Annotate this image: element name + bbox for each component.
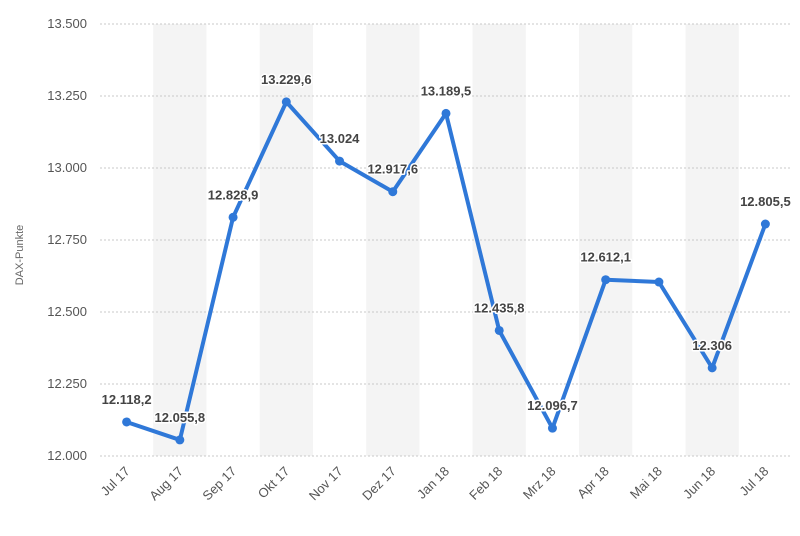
data-point[interactable] — [281, 97, 291, 107]
y-tick-label: 12.500 — [47, 304, 87, 319]
x-tick-label: Jan 18 — [414, 464, 452, 502]
data-point[interactable] — [547, 423, 557, 433]
data-points — [122, 97, 770, 445]
x-tick-label: Mai 18 — [627, 464, 665, 502]
y-axis-title: DAX-Punkte — [14, 225, 26, 286]
data-point[interactable] — [760, 219, 770, 229]
data-label: 12.612,1 — [580, 250, 631, 265]
data-label: 12.917,6 — [367, 162, 418, 177]
data-label: 12.118,2 — [102, 392, 152, 407]
data-label: 13.189,5 — [421, 83, 472, 98]
x-tick-label: Aug 17 — [146, 464, 186, 504]
x-tick-label: Jul 17 — [98, 464, 133, 499]
x-axis: Jul 17 Aug 17 Sep 17 Okt 17 Nov 17 Dez 17 Jan … — [98, 464, 772, 504]
y-axis: 12.000 12.250 12.500 12.750 13.000 13.250 13.5… — [47, 16, 87, 463]
x-tick-label: Okt 17 — [255, 464, 293, 502]
data-point[interactable] — [494, 325, 504, 335]
y-tick-label: 12.250 — [47, 376, 87, 391]
y-tick-label: 12.000 — [47, 448, 87, 463]
data-label: 12.435,8 — [474, 300, 525, 315]
x-tick-label: Jun 18 — [680, 464, 718, 502]
data-point[interactable] — [335, 156, 345, 166]
x-tick-label: Dez 17 — [359, 464, 399, 504]
x-tick-label: Feb 18 — [466, 464, 505, 503]
data-label: 13.229,6 — [261, 72, 312, 87]
data-point[interactable] — [175, 435, 185, 445]
data-label: 13.024 — [320, 131, 361, 146]
data-label: 12.306 — [692, 338, 732, 353]
series-path — [124, 99, 768, 442]
data-point[interactable] — [122, 417, 132, 427]
data-point[interactable] — [441, 108, 451, 118]
data-label: 12.805,5 — [740, 194, 791, 209]
data-label: 12.096,7 — [527, 398, 578, 413]
data-labels: 12.118,212.055,8 12.828,9 13.229,6 13.024 12… — [100, 70, 792, 426]
data-point[interactable] — [228, 212, 238, 222]
x-tick-label: Mrz 18 — [520, 464, 559, 503]
series-line — [124, 99, 768, 442]
data-label: 12.828,9 — [208, 187, 259, 202]
data-point[interactable] — [654, 277, 664, 287]
y-tick-label: 13.250 — [47, 88, 87, 103]
x-tick-label: Apr 18 — [574, 464, 612, 502]
y-tick-label: 13.000 — [47, 160, 87, 175]
x-tick-label: Jul 18 — [736, 464, 771, 499]
data-point[interactable] — [707, 363, 717, 373]
x-tick-label: Nov 17 — [306, 464, 346, 504]
x-tick-label: Sep 17 — [199, 464, 239, 504]
data-point[interactable] — [601, 275, 611, 285]
grid-lines — [100, 23, 792, 457]
y-tick-label: 13.500 — [47, 16, 87, 31]
y-tick-label: 12.750 — [47, 232, 87, 247]
data-label: 12.055,8 — [155, 410, 206, 425]
data-point[interactable] — [388, 187, 398, 197]
